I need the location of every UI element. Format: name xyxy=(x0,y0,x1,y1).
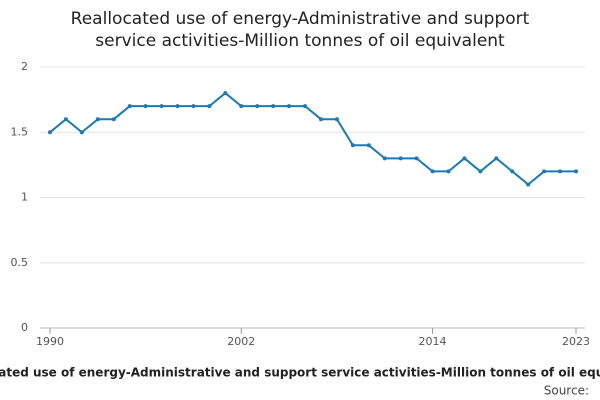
point xyxy=(526,182,531,187)
chart-title: Reallocated use of energy-Administrative… xyxy=(71,9,530,29)
point xyxy=(334,117,339,122)
source: Source: xyxy=(544,384,589,398)
x-tick-label: 2023 xyxy=(562,335,590,348)
point xyxy=(303,104,308,109)
point xyxy=(143,104,148,109)
point xyxy=(558,169,563,174)
point xyxy=(366,143,371,148)
point xyxy=(318,117,323,122)
point xyxy=(79,130,84,135)
point xyxy=(494,156,499,161)
point xyxy=(111,117,116,122)
point xyxy=(510,169,515,174)
chart-title: service activities-Million tonnes of oil… xyxy=(95,31,505,51)
point xyxy=(95,117,100,122)
y-tick-label: 1 xyxy=(21,191,28,204)
point xyxy=(223,91,228,96)
y-tick-label: 0 xyxy=(21,321,28,334)
point xyxy=(255,104,260,109)
point xyxy=(542,169,547,174)
point xyxy=(350,143,355,148)
x-tick-label: 2014 xyxy=(419,335,447,348)
y-tick-label: 0.5 xyxy=(11,256,29,269)
y-tick-label: 2 xyxy=(21,60,28,73)
y-tick-label: 1.5 xyxy=(11,125,29,138)
point xyxy=(462,156,467,161)
point xyxy=(159,104,164,109)
point xyxy=(48,130,52,135)
x-axis-title: Reallocated use of energy-Administrative… xyxy=(0,366,600,380)
point xyxy=(127,104,132,109)
point xyxy=(414,156,419,161)
point xyxy=(446,169,451,174)
x-tick-label: 2002 xyxy=(227,335,255,348)
point xyxy=(478,169,483,174)
point xyxy=(574,169,578,174)
point xyxy=(382,156,387,161)
point xyxy=(271,104,276,109)
point xyxy=(191,104,196,109)
x-tick-label: 1990 xyxy=(36,335,64,348)
point xyxy=(287,104,292,109)
line xyxy=(49,91,576,186)
point xyxy=(239,104,244,109)
point xyxy=(63,117,68,122)
point xyxy=(207,104,212,109)
point xyxy=(430,169,435,174)
point xyxy=(398,156,403,161)
point xyxy=(175,104,180,109)
